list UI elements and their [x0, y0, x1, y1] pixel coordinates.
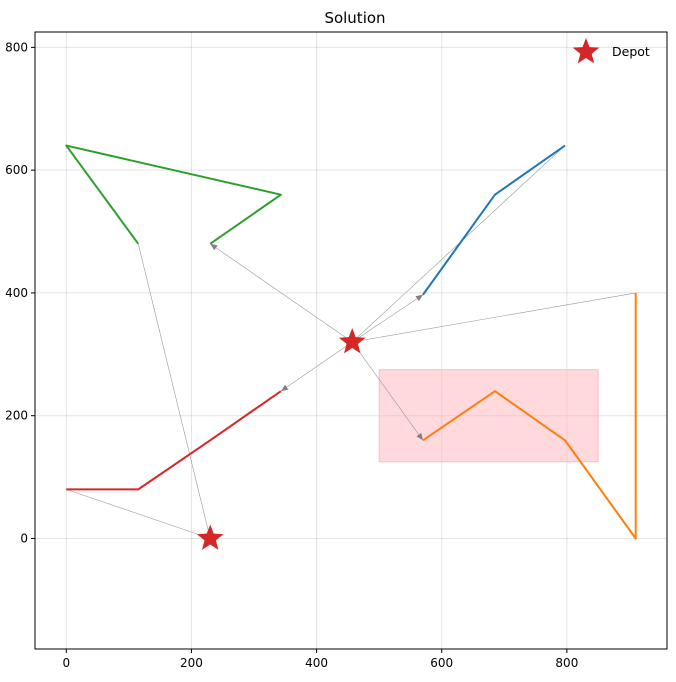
connector-line-5	[137, 243, 211, 539]
legend: Depot	[572, 38, 650, 64]
y-tick-label-2: 400	[5, 286, 28, 300]
y-tick-label-4: 800	[5, 40, 28, 54]
connector-line-6	[280, 341, 353, 392]
legend-label-depot: Depot	[612, 44, 650, 59]
route-line-0	[422, 144, 566, 296]
x-tick-label-0: 0	[62, 656, 70, 670]
y-tick-label-1: 200	[5, 409, 28, 423]
legend-depot-star-icon	[572, 38, 600, 64]
connector-line-2	[352, 341, 424, 441]
y-tick-label-0: 0	[20, 531, 28, 545]
connector-arrowhead-2	[416, 432, 423, 441]
connector-line-3	[352, 292, 636, 343]
route-line-3	[66, 390, 282, 491]
depot-marker-1	[338, 328, 366, 354]
plot-area: 0 200 400 600 800 0 200 400 600 800	[5, 31, 668, 670]
connector-arrowhead-0	[415, 294, 423, 302]
x-tick-label-4: 800	[555, 656, 578, 670]
x-tick-label-3: 600	[430, 656, 453, 670]
connector-arrowhead-4	[210, 243, 218, 251]
connector-arrowhead-6	[280, 384, 289, 392]
connector-line-0	[352, 294, 424, 343]
x-tick-label-1: 200	[180, 656, 203, 670]
x-tick-label-2: 400	[305, 656, 328, 670]
connector-line-7	[66, 489, 211, 539]
highlight-region	[378, 369, 599, 463]
chart-title: Solution	[324, 9, 385, 27]
y-tick-label-3: 600	[5, 163, 28, 177]
route-line-1	[422, 292, 637, 540]
connector-line-4	[210, 243, 353, 343]
route-line-2	[65, 144, 282, 245]
plot-frame	[34, 31, 668, 650]
depot-marker-0	[196, 524, 224, 550]
